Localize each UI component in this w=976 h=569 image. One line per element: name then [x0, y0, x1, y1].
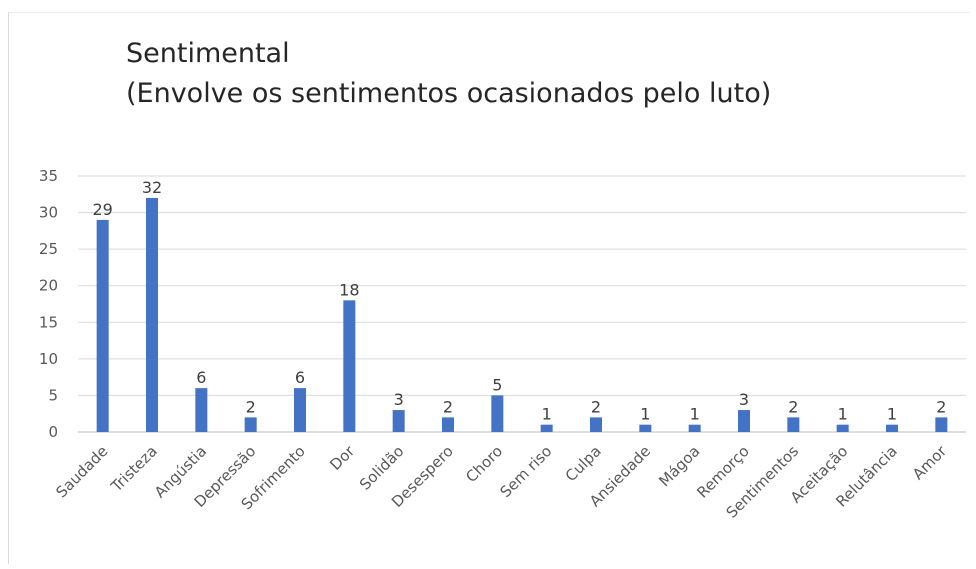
- data-label: 18: [339, 280, 359, 299]
- bar: [935, 417, 948, 432]
- x-tick-label: Dor: [326, 442, 358, 474]
- y-tick-label: 35: [39, 167, 58, 185]
- x-tick-label: Choro: [462, 442, 506, 486]
- bar: [639, 424, 652, 432]
- x-tick-label: Mágoa: [655, 442, 703, 490]
- y-tick-label: 0: [48, 423, 58, 441]
- chart-title: Sentimental: [126, 38, 290, 69]
- data-label: 2: [936, 397, 946, 416]
- data-label: 1: [838, 405, 848, 424]
- data-label: 2: [246, 397, 256, 416]
- bar: [195, 388, 208, 432]
- data-label: 3: [394, 390, 404, 409]
- bar: [294, 388, 306, 432]
- data-label: 2: [788, 397, 798, 416]
- bar: [590, 417, 602, 432]
- data-label: 2: [443, 397, 453, 416]
- data-label: 1: [542, 405, 552, 424]
- data-label: 1: [887, 405, 897, 424]
- data-label: 3: [739, 390, 749, 409]
- y-tick-label: 10: [39, 350, 58, 368]
- bar: [787, 417, 800, 432]
- data-label: 6: [196, 368, 206, 387]
- bar: [738, 410, 750, 432]
- bar: [244, 417, 257, 432]
- chart-frame: [8, 12, 970, 564]
- data-label: 1: [690, 405, 700, 424]
- y-tick-label: 15: [39, 313, 58, 331]
- bar: [540, 424, 553, 432]
- bar: [146, 197, 158, 432]
- chart-subtitle: (Envolve os sentimentos ocasionados pelo…: [126, 78, 772, 109]
- data-label: 2: [591, 397, 601, 416]
- bar: [343, 300, 356, 432]
- x-tick-label: Saudade: [52, 442, 111, 501]
- bar: [886, 424, 898, 432]
- y-tick-label: 5: [48, 386, 58, 404]
- y-tick-label: 30: [39, 204, 58, 222]
- bar: [491, 395, 504, 432]
- y-tick-label: 25: [39, 240, 58, 258]
- bar: [836, 424, 849, 432]
- x-tick-label: Sem riso: [496, 442, 555, 501]
- chart-title-block: Sentimental (Envolve os sentimentos ocas…: [126, 34, 771, 114]
- bar: [442, 417, 454, 432]
- data-label: 32: [142, 178, 162, 197]
- data-label: 5: [492, 375, 502, 394]
- data-label: 1: [640, 405, 650, 424]
- data-label: 29: [92, 200, 112, 219]
- y-tick-label: 20: [39, 277, 58, 295]
- data-label: 6: [295, 368, 305, 387]
- x-tick-label: Amor: [909, 442, 951, 484]
- bar: [96, 219, 109, 432]
- bar: [392, 410, 405, 432]
- bar: [688, 424, 701, 432]
- x-tick-label: Culpa: [562, 442, 605, 485]
